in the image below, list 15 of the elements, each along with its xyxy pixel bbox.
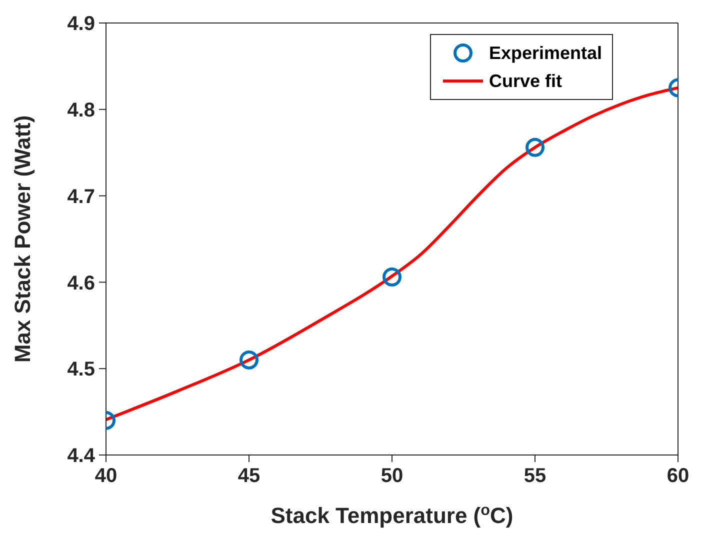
x-axis-title: Stack Temperature ($^{o}$C) — [270, 502, 514, 528]
x-tick-label: 45 — [238, 465, 260, 488]
y-tick-label: 4.6 — [67, 272, 95, 294]
x-tick-label: 50 — [380, 465, 404, 488]
y-tick-label: 4.9 — [67, 13, 95, 36]
x-tick-label: 55 — [524, 465, 546, 488]
legend-label: Experimental — [488, 42, 602, 64]
y-axis-title: Max Stack Power (Watt) — [10, 115, 35, 363]
y-tick-label: 4.5 — [67, 358, 95, 381]
x-tick-label: 60 — [666, 465, 690, 488]
y-tick-label: 4.8 — [67, 100, 95, 122]
x-tick-label: 40 — [94, 465, 118, 488]
legend-label: Curve fit — [488, 70, 562, 92]
y-tick-label: 4.7 — [67, 186, 95, 208]
y-tick-label: 4.4 — [67, 445, 96, 468]
